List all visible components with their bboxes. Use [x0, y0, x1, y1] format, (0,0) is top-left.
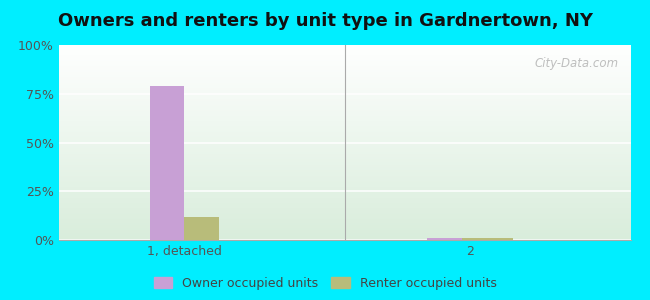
Legend: Owner occupied units, Renter occupied units: Owner occupied units, Renter occupied un…: [150, 273, 500, 294]
Bar: [185, 217, 218, 240]
Bar: [150, 86, 185, 240]
Text: Owners and renters by unit type in Gardnertown, NY: Owners and renters by unit type in Gardn…: [57, 12, 593, 30]
Text: City-Data.com: City-Data.com: [535, 57, 619, 70]
Bar: [428, 238, 479, 240]
Bar: [462, 238, 514, 240]
